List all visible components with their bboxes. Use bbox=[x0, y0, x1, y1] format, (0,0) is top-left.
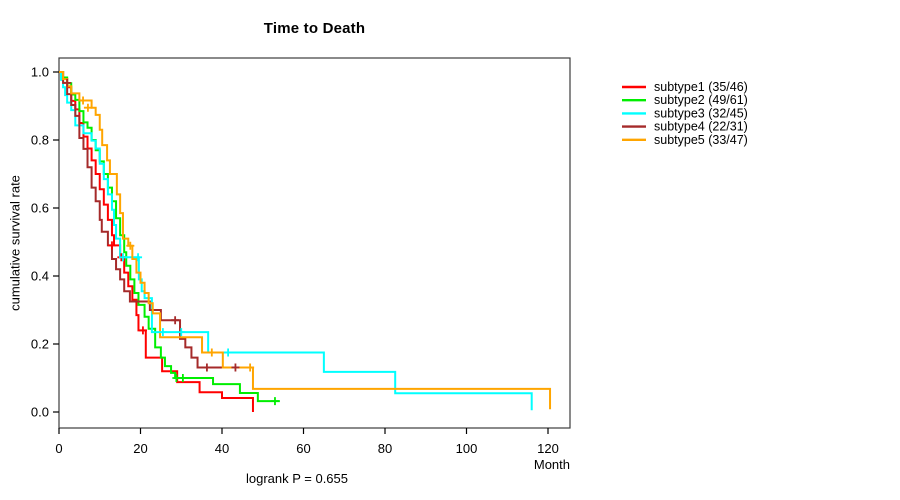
y-tick-label: 0.0 bbox=[31, 405, 49, 420]
censor-tick bbox=[224, 348, 233, 357]
censor-tick bbox=[63, 78, 72, 87]
censor-tick bbox=[83, 103, 92, 112]
x-tick-label: 20 bbox=[133, 441, 147, 456]
y-tick-label: 0.4 bbox=[31, 269, 49, 284]
censor-tick bbox=[79, 96, 88, 105]
censor-tick bbox=[107, 241, 116, 250]
x-axis-label: Month bbox=[533, 457, 570, 472]
x-tick-label: 100 bbox=[456, 441, 478, 456]
y-tick-label: 0.6 bbox=[31, 201, 49, 216]
km-curve-3 bbox=[59, 71, 533, 411]
x-tick-label: 60 bbox=[296, 441, 310, 456]
x-tick-label: 40 bbox=[215, 441, 229, 456]
km-curve-5 bbox=[59, 71, 552, 410]
y-tick-label: 0.8 bbox=[31, 133, 49, 148]
x-tick-label: 120 bbox=[537, 441, 559, 456]
legend-label: subtype1 (35/46) bbox=[654, 80, 748, 94]
legend-label: subtype5 (33/47) bbox=[654, 133, 748, 147]
censor-tick bbox=[118, 253, 127, 262]
logrank-annotation: logrank P = 0.655 bbox=[245, 471, 349, 486]
legend-label: subtype3 (32/45) bbox=[654, 106, 748, 120]
censor-tick bbox=[270, 397, 279, 406]
km-curve-1 bbox=[59, 71, 254, 412]
censor-tick bbox=[158, 328, 167, 337]
axes: 0 20 40 60 80 100 120 0.0 0.2 0.4 0.6 0.8 1.0 bbox=[31, 57, 571, 456]
legend-label: subtype2 (49/61) bbox=[654, 93, 748, 107]
censor-tick bbox=[202, 363, 211, 372]
survival-curves bbox=[59, 71, 552, 412]
y-tick-label: 0.2 bbox=[31, 337, 49, 352]
censor-tick bbox=[138, 326, 147, 335]
censor-tick bbox=[134, 253, 143, 262]
legend-label: subtype4 (22/31) bbox=[654, 120, 748, 134]
censor-marks bbox=[63, 78, 279, 406]
legend: subtype1 (35/46)subtype2 (49/61)subtype3… bbox=[622, 80, 748, 147]
censor-tick bbox=[231, 363, 240, 372]
x-tick-label: 0 bbox=[55, 441, 62, 456]
censor-tick bbox=[177, 328, 186, 337]
y-tick-label: 1.0 bbox=[31, 65, 49, 80]
km-curve-4 bbox=[59, 71, 238, 369]
x-tick-label: 80 bbox=[378, 441, 392, 456]
censor-tick bbox=[171, 316, 180, 325]
censor-tick bbox=[207, 348, 216, 357]
censor-tick bbox=[126, 241, 135, 250]
chart-title: Time to Death bbox=[263, 20, 366, 37]
censor-tick bbox=[246, 363, 255, 372]
censor-tick bbox=[178, 374, 187, 382]
plot-box bbox=[58, 57, 571, 429]
